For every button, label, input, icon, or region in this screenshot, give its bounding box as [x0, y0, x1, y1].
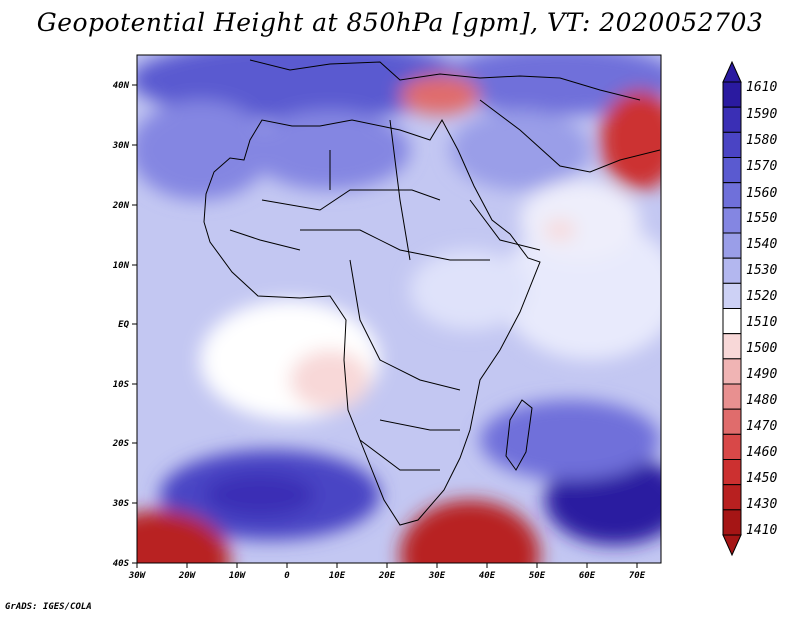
colorbar-swatch	[722, 333, 742, 360]
x-tick-label: 10W	[229, 571, 247, 581]
x-tick-label: 0	[284, 571, 290, 581]
colorbar-label: 1540	[746, 237, 777, 252]
y-tick-label: 30N	[112, 141, 130, 151]
colorbar-label: 1480	[746, 393, 777, 408]
grads-credit: GrADS: IGES/COLA	[5, 602, 92, 612]
x-tick-label: 60E	[579, 571, 596, 581]
colorbar-label: 1560	[746, 186, 777, 201]
x-tick-label: 40E	[479, 571, 496, 581]
colorbar-boxes	[722, 81, 742, 536]
colorbar-label: 1510	[746, 315, 777, 330]
x-tick-label: 20E	[378, 571, 396, 581]
y-tick-label: 10S	[113, 380, 130, 390]
x-tick-label: 30E	[428, 571, 446, 581]
y-tick-label: 40S	[113, 559, 130, 569]
colorbar-swatch	[722, 282, 742, 309]
colorbar-label: 1610	[746, 80, 777, 95]
colorbar-swatch	[722, 358, 742, 385]
colorbar-label: 1580	[746, 133, 777, 148]
colorbar: 1610 1590 1580 1570 1560 1550 1540 1530 …	[722, 60, 777, 557]
x-tick-label: 50E	[529, 571, 546, 581]
coastlines	[203, 59, 661, 526]
colorbar-top-triangle	[722, 60, 742, 83]
x-axis: 30W 20W 10W 0 10E 20E 30E 40E 50E 60E 70…	[128, 563, 646, 581]
x-tick-label: 30W	[128, 571, 147, 581]
colorbar-swatch	[722, 81, 742, 108]
colorbar-label: 1550	[746, 211, 777, 226]
y-tick-label: 30S	[112, 499, 130, 509]
colorbar-swatch	[722, 308, 742, 335]
y-tick-label: 20N	[112, 201, 130, 211]
colorbar-bottom-triangle	[722, 534, 742, 557]
colorbar-swatch	[722, 207, 742, 234]
y-tick-label: 10N	[113, 261, 130, 271]
colorbar-label: 1430	[746, 497, 777, 512]
colorbar-label: 1410	[746, 523, 777, 538]
colorbar-swatch	[722, 383, 742, 410]
colorbar-swatch	[722, 232, 742, 259]
y-axis: 40N 30N 20N 10N EQ 10S 20S 30S 40S	[112, 81, 137, 569]
colorbar-swatch	[722, 484, 742, 511]
y-tick-label: 20S	[112, 439, 130, 449]
x-tick-label: 70E	[629, 571, 646, 581]
colorbar-swatch	[722, 106, 742, 133]
colorbar-label: 1530	[746, 263, 777, 278]
colorbar-label: 1470	[746, 419, 777, 434]
colorbar-label: 1450	[746, 471, 777, 486]
colorbar-swatch	[722, 182, 742, 209]
colorbar-labels: 1610 1590 1580 1570 1560 1550 1540 1530 …	[746, 80, 777, 538]
colorbar-label: 1570	[746, 159, 777, 174]
colorbar-swatch	[722, 509, 742, 536]
height-field	[137, 55, 661, 563]
y-tick-label: EQ	[118, 320, 129, 330]
colorbar-swatch	[722, 257, 742, 284]
colorbar-swatch	[722, 408, 742, 435]
colorbar-swatch	[722, 459, 742, 486]
plot-frame	[136, 54, 662, 564]
colorbar-label: 1490	[746, 367, 777, 382]
colorbar-label: 1460	[746, 445, 777, 460]
colorbar-swatch	[722, 157, 742, 184]
colorbar-label: 1590	[746, 107, 777, 122]
y-tick-label: 40N	[113, 81, 130, 91]
x-tick-label: 20W	[178, 571, 197, 581]
colorbar-swatch	[722, 433, 742, 460]
colorbar-label: 1500	[746, 341, 777, 356]
x-tick-label: 10E	[329, 571, 346, 581]
chart-title: Geopotential Height at 850hPa [gpm], VT:…	[36, 8, 764, 37]
colorbar-label: 1520	[746, 289, 777, 304]
colorbar-swatch	[722, 131, 742, 159]
